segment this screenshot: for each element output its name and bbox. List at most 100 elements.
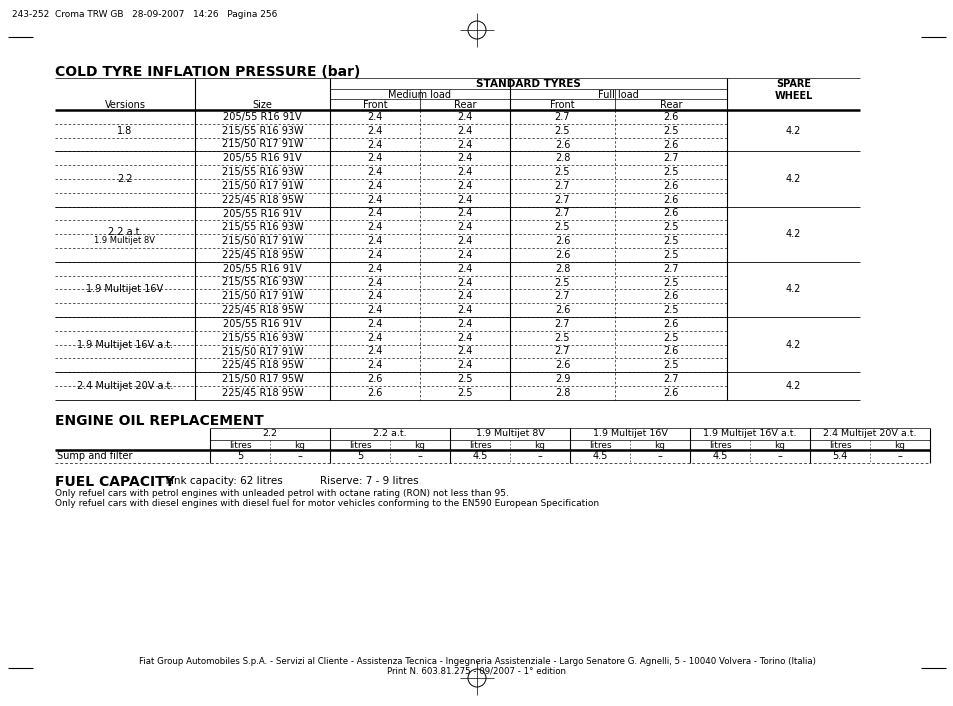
Text: 2.4: 2.4 (367, 140, 382, 150)
Text: 225/45 R18 95W: 225/45 R18 95W (221, 250, 303, 260)
Text: 215/50 R17 91W: 215/50 R17 91W (221, 292, 303, 301)
Text: 2.6: 2.6 (662, 140, 678, 150)
Text: 2.7: 2.7 (554, 292, 570, 301)
Text: 2.4: 2.4 (456, 250, 472, 260)
Text: 2.6: 2.6 (367, 374, 382, 384)
Text: 2.9: 2.9 (555, 374, 570, 384)
Text: 2.4: 2.4 (456, 347, 472, 357)
Text: 1.9 Multijet 16V a.t.: 1.9 Multijet 16V a.t. (77, 340, 172, 349)
Text: 205/55 R16 91V: 205/55 R16 91V (223, 153, 301, 163)
Text: Medium load: Medium load (388, 90, 451, 100)
Text: 2.6: 2.6 (555, 305, 570, 315)
Text: litres: litres (708, 441, 731, 450)
Text: 2.4: 2.4 (367, 208, 382, 218)
Text: 2.4: 2.4 (456, 264, 472, 274)
Text: 4.5: 4.5 (472, 451, 487, 461)
Text: 225/45 R18 95W: 225/45 R18 95W (221, 360, 303, 371)
Text: 1.9 Multijet 8V: 1.9 Multijet 8V (94, 236, 155, 245)
Text: 2.4: 2.4 (456, 305, 472, 315)
Text: 2.5: 2.5 (554, 167, 570, 177)
Text: 2.4: 2.4 (456, 319, 472, 329)
Text: 2.6: 2.6 (555, 250, 570, 260)
Text: 243-252  Croma TRW GB   28-09-2007   14:26   Pagina 256: 243-252 Croma TRW GB 28-09-2007 14:26 Pa… (12, 10, 277, 19)
Text: 2.4: 2.4 (456, 112, 472, 122)
Text: 2.4: 2.4 (456, 140, 472, 150)
Text: 2.6: 2.6 (367, 388, 382, 398)
Text: 2.6: 2.6 (662, 112, 678, 122)
Text: 225/45 R18 95W: 225/45 R18 95W (221, 195, 303, 205)
Text: Rear: Rear (659, 100, 681, 110)
Text: 4.2: 4.2 (785, 285, 801, 294)
Text: 205/55 R16 91V: 205/55 R16 91V (223, 319, 301, 329)
Text: 2.4 Multijet 20V a.t.: 2.4 Multijet 20V a.t. (822, 429, 916, 438)
Text: 2.5: 2.5 (662, 305, 678, 315)
Text: 1.9 Multijet 16V: 1.9 Multijet 16V (87, 285, 163, 294)
Text: 2.6: 2.6 (555, 236, 570, 246)
Text: kg: kg (534, 441, 545, 450)
Text: 2.5: 2.5 (662, 277, 678, 287)
Text: –: – (297, 451, 302, 461)
Text: 4.2: 4.2 (785, 126, 801, 136)
Text: 2.4: 2.4 (367, 292, 382, 301)
Text: 215/55 R16 93W: 215/55 R16 93W (221, 222, 303, 232)
Text: 2.4: 2.4 (456, 333, 472, 342)
Text: 2.4: 2.4 (456, 195, 472, 205)
Text: 2.7: 2.7 (662, 153, 678, 163)
Text: 1.9 Multijet 16V a.t.: 1.9 Multijet 16V a.t. (702, 429, 796, 438)
Text: 2.6: 2.6 (662, 319, 678, 329)
Text: 1.9 Multijet 16V: 1.9 Multijet 16V (592, 429, 667, 438)
Text: –: – (897, 451, 902, 461)
Text: 2.4: 2.4 (367, 153, 382, 163)
Text: 4.2: 4.2 (785, 229, 801, 239)
Text: Riserve: 7 - 9 litres: Riserve: 7 - 9 litres (319, 476, 418, 486)
Text: 2.7: 2.7 (554, 208, 570, 218)
Text: 2.4: 2.4 (367, 195, 382, 205)
Text: Front: Front (362, 100, 387, 110)
Text: kg: kg (774, 441, 784, 450)
Text: 2.4: 2.4 (367, 333, 382, 342)
Text: –: – (777, 451, 781, 461)
Text: 2.6: 2.6 (662, 181, 678, 191)
Text: 2.4: 2.4 (367, 319, 382, 329)
Text: 2.6: 2.6 (662, 347, 678, 357)
Text: 5.4: 5.4 (831, 451, 847, 461)
Text: 2.5: 2.5 (662, 236, 678, 246)
Text: 225/45 R18 95W: 225/45 R18 95W (221, 305, 303, 315)
Text: litres: litres (828, 441, 850, 450)
Text: 2.4: 2.4 (456, 292, 472, 301)
Text: 215/55 R16 93W: 215/55 R16 93W (221, 167, 303, 177)
Text: Front: Front (550, 100, 575, 110)
Text: 2.4: 2.4 (367, 167, 382, 177)
Text: 2.4: 2.4 (367, 347, 382, 357)
Text: 215/50 R17 95W: 215/50 R17 95W (221, 374, 303, 384)
Text: 2.7: 2.7 (554, 347, 570, 357)
Text: 1.8: 1.8 (117, 126, 132, 136)
Text: 2.2 a.t.: 2.2 a.t. (108, 227, 142, 237)
Text: 2.4: 2.4 (367, 360, 382, 371)
Text: 225/45 R18 95W: 225/45 R18 95W (221, 388, 303, 398)
Text: 2.5: 2.5 (554, 222, 570, 232)
Text: 2.7: 2.7 (554, 181, 570, 191)
Text: 2.4: 2.4 (456, 208, 472, 218)
Text: 2.4: 2.4 (456, 236, 472, 246)
Text: ENGINE OIL REPLACEMENT: ENGINE OIL REPLACEMENT (55, 414, 263, 428)
Text: litres: litres (468, 441, 491, 450)
Text: 215/55 R16 93W: 215/55 R16 93W (221, 277, 303, 287)
Text: 2.7: 2.7 (554, 112, 570, 122)
Text: 2.6: 2.6 (555, 360, 570, 371)
Text: Rear: Rear (454, 100, 476, 110)
Text: 2.5: 2.5 (662, 167, 678, 177)
Text: 2.4: 2.4 (367, 222, 382, 232)
Text: STANDARD TYRES: STANDARD TYRES (476, 79, 580, 89)
Text: Only refuel cars with diesel engines with diesel fuel for motor vehicles conform: Only refuel cars with diesel engines wit… (55, 499, 598, 508)
Text: FUEL CAPACITY: FUEL CAPACITY (55, 475, 174, 489)
Text: Size: Size (253, 100, 273, 110)
Text: kg: kg (414, 441, 425, 450)
Text: 2.6: 2.6 (662, 208, 678, 218)
Text: 2.5: 2.5 (554, 277, 570, 287)
Text: litres: litres (229, 441, 251, 450)
Text: 2.5: 2.5 (662, 250, 678, 260)
Text: Full load: Full load (598, 90, 639, 100)
Text: 215/50 R17 91W: 215/50 R17 91W (221, 181, 303, 191)
Text: 4.2: 4.2 (785, 381, 801, 391)
